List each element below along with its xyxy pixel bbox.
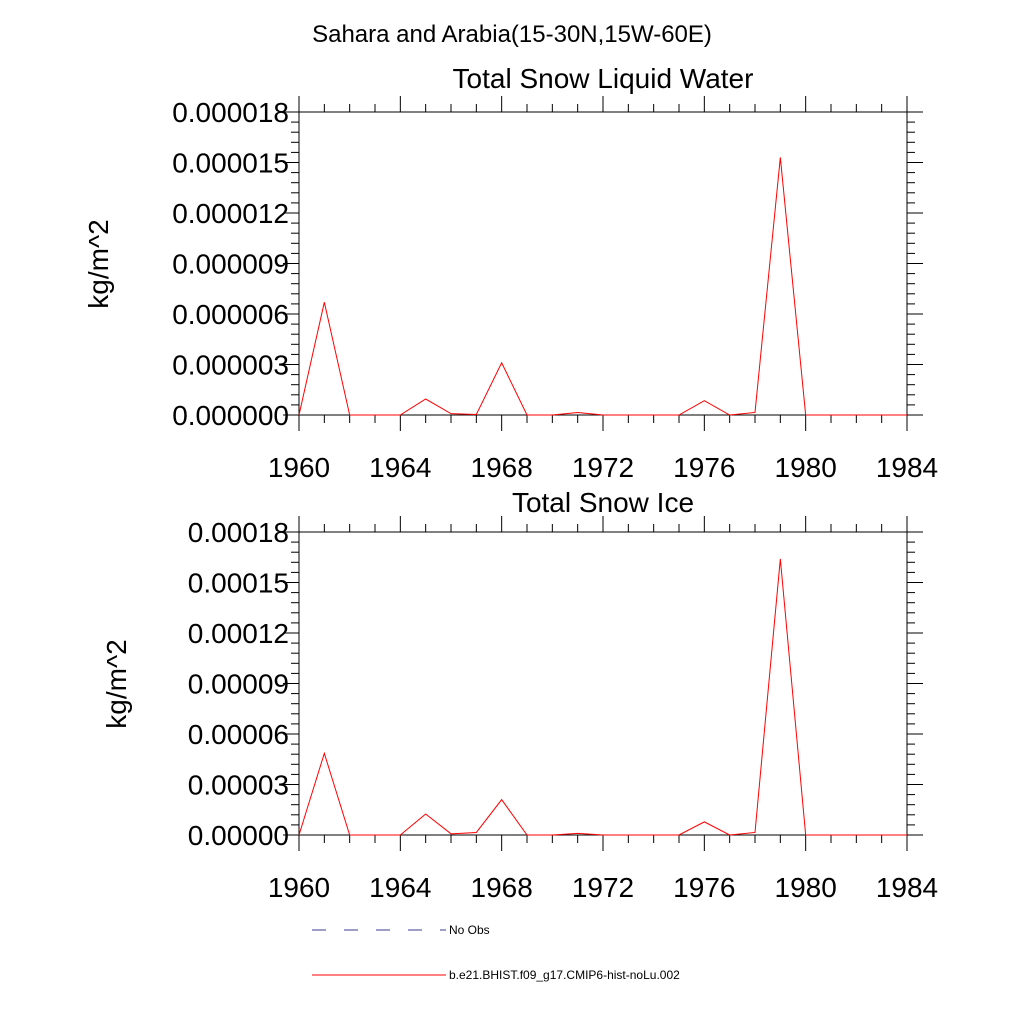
panel-snow-liquid-water: Total Snow Liquid Water 1960 1964 1968 1972 1… xyxy=(83,63,938,483)
x-tick-label: 1980 xyxy=(775,872,837,903)
x-tick-label: 1972 xyxy=(572,872,634,903)
x-tick-label: 1964 xyxy=(369,452,431,483)
x-tick-label: 1980 xyxy=(775,452,837,483)
x-tick-label: 1960 xyxy=(268,452,330,483)
y-tick-label: 0.00000 xyxy=(188,820,289,851)
y-axis-label: kg/m^2 xyxy=(83,219,114,308)
x-tick-label: 1976 xyxy=(673,872,735,903)
series-line xyxy=(298,558,907,836)
plot-frame xyxy=(298,531,908,836)
y-tick-label: 0.00012 xyxy=(188,618,289,649)
plot-frame xyxy=(298,111,908,416)
y-tick-label: 0.00006 xyxy=(188,719,289,750)
y-tick-label: 0.00018 xyxy=(188,517,289,548)
legend-label-1: b.e21.BHIST.f09_g17.CMIP6-hist-noLu.002 xyxy=(449,968,680,982)
x-tick-label: 1964 xyxy=(369,872,431,903)
x-tick-label: 1968 xyxy=(471,452,533,483)
x-tick-label: 1984 xyxy=(876,452,938,483)
x-tick-label: 1972 xyxy=(572,452,634,483)
chart-title: Total Snow Liquid Water xyxy=(453,63,754,94)
chart-title: Total Snow Ice xyxy=(512,487,694,518)
x-tick-label: 1984 xyxy=(876,872,938,903)
y-tick-label: 0.000015 xyxy=(172,148,289,179)
y-tick-label: 0.000003 xyxy=(172,350,289,381)
y-axis-label: kg/m^2 xyxy=(101,639,132,728)
panel-snow-ice: Total Snow Ice 1960 1964 1968 1972 1976 1980 19… xyxy=(101,487,938,903)
y-tick-label: 0.000012 xyxy=(172,198,289,229)
y-tick-label: 0.000000 xyxy=(172,400,289,431)
x-tick-label: 1960 xyxy=(268,872,330,903)
y-tick-label: 0.000006 xyxy=(172,299,289,330)
figure-suptitle: Sahara and Arabia(15-30N,15W-60E) xyxy=(312,21,712,48)
x-tick-label: 1968 xyxy=(471,872,533,903)
y-tick-label: 0.000009 xyxy=(172,249,289,280)
x-tick-label: 1976 xyxy=(673,452,735,483)
series-line xyxy=(298,157,907,416)
y-tick-label: 0.00015 xyxy=(188,568,289,599)
y-tick-label: 0.00009 xyxy=(188,669,289,700)
y-tick-label: 0.00003 xyxy=(188,770,289,801)
y-tick-label: 0.000018 xyxy=(172,97,289,128)
legend: No Obs b.e21.BHIST.f09_g17.CMIP6-hist-noL… xyxy=(312,923,680,982)
legend-label-0: No Obs xyxy=(449,923,490,937)
